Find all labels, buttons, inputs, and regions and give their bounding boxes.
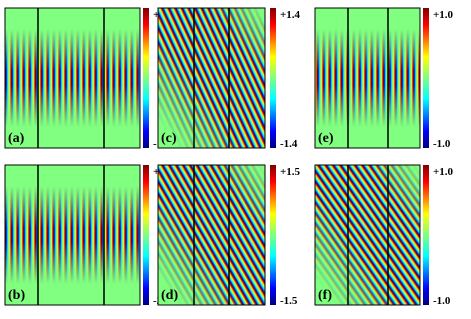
wave-field [158, 165, 265, 305]
colorbar [143, 165, 149, 305]
wave-field [315, 8, 420, 148]
colorbar-min-label: -1.5 [280, 295, 298, 307]
panel-frame [4, 164, 141, 306]
colorbar [423, 165, 429, 305]
colorbar-max-label: +1.0 [433, 166, 454, 178]
colorbar-min-label: -1.0 [433, 138, 451, 150]
colorbar [270, 165, 276, 305]
colorbar-min-label: -1.0 [433, 295, 451, 307]
panel-label: (a) [8, 131, 25, 146]
panel-label: (d) [161, 288, 178, 303]
panel-label: (f) [318, 288, 332, 303]
panel-label: (e) [318, 131, 334, 146]
wave-field [5, 165, 140, 305]
panel-frame [314, 7, 421, 149]
wave-field [315, 165, 420, 305]
colorbar [423, 8, 429, 148]
colorbar-min-label: -1.4 [280, 138, 298, 150]
colorbar-max-label: +1.5 [280, 166, 301, 178]
panel-frame [157, 164, 266, 306]
colorbar [143, 8, 149, 148]
colorbar-max-label: +1.0 [433, 9, 454, 21]
panel-label: (b) [8, 288, 25, 303]
panel-frame [157, 7, 266, 149]
wave-field [158, 8, 265, 148]
panel-frame [4, 7, 141, 149]
wave-field [5, 8, 140, 148]
panel-label: (c) [161, 131, 177, 146]
colorbar-max-label: +1.4 [280, 9, 301, 21]
colorbar [270, 8, 276, 148]
panel-frame [314, 164, 421, 306]
